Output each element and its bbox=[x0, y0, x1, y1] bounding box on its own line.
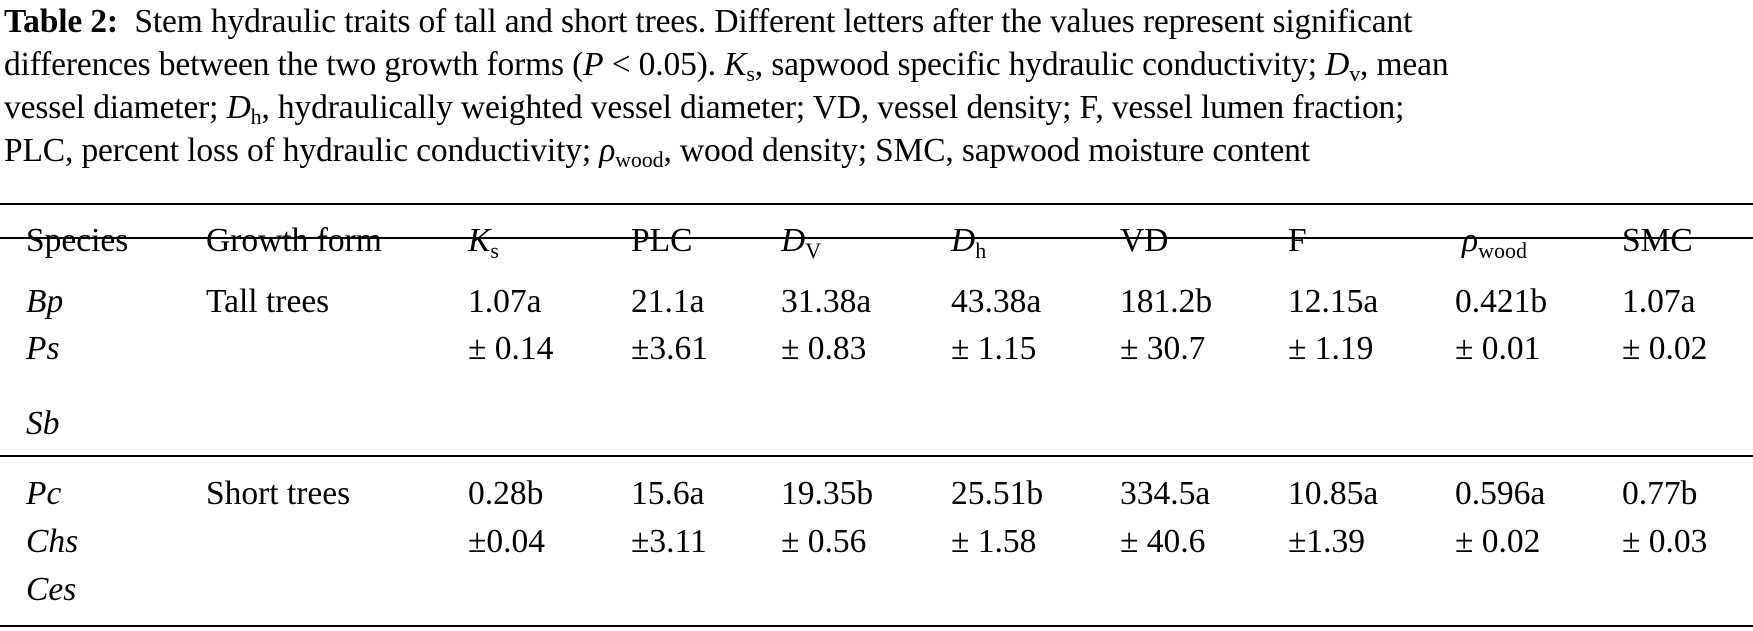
growth-form-value: Tall trees bbox=[206, 283, 330, 320]
header-smc: SMC bbox=[1622, 222, 1693, 259]
header-plc: PLC bbox=[631, 222, 693, 259]
header-f: F bbox=[1288, 222, 1307, 259]
rho-wood-mean: 0.421b bbox=[1455, 283, 1548, 320]
group-divider-rule bbox=[0, 455, 1753, 457]
vd-sd: ± 40.6 bbox=[1120, 523, 1206, 560]
smc-mean: 1.07a bbox=[1622, 283, 1696, 320]
dh-mean: 25.51b bbox=[951, 475, 1044, 512]
table-top-rule bbox=[0, 203, 1753, 205]
dv-sd: ± 0.56 bbox=[781, 523, 867, 560]
smc-sd: ± 0.03 bbox=[1622, 523, 1708, 560]
caption-line-2: differences between the two growth forms… bbox=[4, 46, 1449, 86]
f-mean: 12.15a bbox=[1288, 283, 1379, 320]
plc-mean: 21.1a bbox=[631, 283, 705, 320]
smc-mean: 0.77b bbox=[1622, 475, 1698, 512]
header-dh: Dh bbox=[951, 222, 987, 263]
species-name: Bp bbox=[26, 283, 64, 320]
species-name: Sb bbox=[26, 405, 60, 442]
ks-sd: ±0.04 bbox=[468, 523, 546, 560]
caption-line-3: vessel diameter; Dh, hydraulically weigh… bbox=[4, 89, 1405, 129]
dh-mean: 43.38a bbox=[951, 283, 1042, 320]
ks-mean: 1.07a bbox=[468, 283, 542, 320]
vd-mean: 181.2b bbox=[1120, 283, 1213, 320]
species-name: Chs bbox=[26, 523, 79, 560]
dv-sd: ± 0.83 bbox=[781, 330, 867, 367]
dh-sd: ± 1.58 bbox=[951, 523, 1037, 560]
ks-mean: 0.28b bbox=[468, 475, 544, 512]
header-growth-form: Growth form bbox=[206, 222, 382, 259]
header-rho-wood: ρwood bbox=[1462, 222, 1527, 263]
species-name: Ps bbox=[26, 330, 60, 367]
plc-mean: 15.6a bbox=[631, 475, 705, 512]
header-dv: DV bbox=[781, 222, 822, 263]
f-sd: ±1.39 bbox=[1288, 523, 1366, 560]
rho-wood-mean: 0.596a bbox=[1455, 475, 1546, 512]
header-vd: VD bbox=[1120, 222, 1169, 259]
plc-sd: ±3.61 bbox=[631, 330, 709, 367]
caption-line-1: Table 2: Stem hydraulic traits of tall a… bbox=[4, 3, 1413, 40]
caption-line-4: PLC, percent loss of hydraulic conductiv… bbox=[4, 132, 1310, 172]
vd-mean: 334.5a bbox=[1120, 475, 1211, 512]
smc-sd: ± 0.02 bbox=[1622, 330, 1708, 367]
dv-mean: 19.35b bbox=[781, 475, 874, 512]
table-caption: Table 2: Stem hydraulic traits of tall a… bbox=[4, 0, 1749, 172]
ks-sd: ± 0.14 bbox=[468, 330, 554, 367]
vd-sd: ± 30.7 bbox=[1120, 330, 1206, 367]
dv-mean: 31.38a bbox=[781, 283, 872, 320]
f-sd: ± 1.19 bbox=[1288, 330, 1374, 367]
f-mean: 10.85a bbox=[1288, 475, 1379, 512]
header-species: Species bbox=[26, 222, 129, 259]
rho-wood-sd: ± 0.01 bbox=[1455, 330, 1541, 367]
plc-sd: ±3.11 bbox=[631, 523, 707, 560]
header-ks: Ks bbox=[468, 222, 499, 263]
growth-form-value: Short trees bbox=[206, 475, 351, 512]
rho-wood-sd: ± 0.02 bbox=[1455, 523, 1541, 560]
dh-sd: ± 1.15 bbox=[951, 330, 1037, 367]
table-label: Table 2: bbox=[4, 3, 118, 40]
header-rule bbox=[0, 237, 1753, 239]
table-bottom-rule bbox=[0, 625, 1753, 627]
species-name: Ces bbox=[26, 571, 77, 608]
species-name: Pc bbox=[26, 475, 62, 512]
